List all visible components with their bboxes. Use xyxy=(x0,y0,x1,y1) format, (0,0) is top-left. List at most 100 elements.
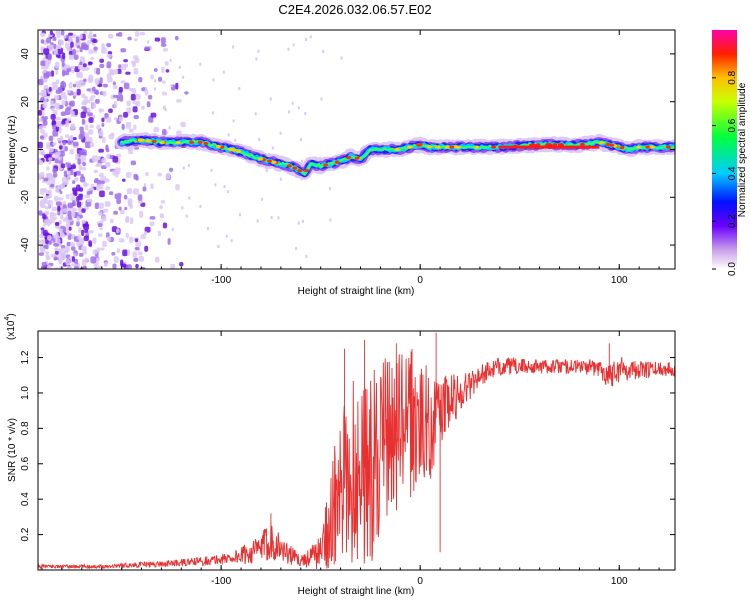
heatmap-noise-cell xyxy=(87,112,93,117)
heatmap-noise-cell xyxy=(87,61,93,66)
heatmap-noise-cell xyxy=(170,84,173,88)
heatmap-peak-cell xyxy=(203,141,209,146)
y-tick-label: 1.0 xyxy=(20,386,31,400)
heatmap-peak-cell xyxy=(619,146,625,150)
heatmap-noise-cell xyxy=(126,100,131,107)
y-tick-label: 0 xyxy=(20,146,31,152)
heatmap-noise-cell xyxy=(79,126,84,132)
heatmap-noise-cell xyxy=(135,263,139,269)
heatmap-peak-cell xyxy=(271,160,277,164)
heatmap-noise-cell xyxy=(93,169,99,174)
snr-scale-base: (x10 xyxy=(6,320,17,340)
heatmap-noise-cell xyxy=(72,136,77,141)
heatmap-noise-cell xyxy=(53,195,59,202)
heatmap-noise-cell xyxy=(91,101,97,109)
heatmap-noise-cell xyxy=(269,97,272,101)
heatmap-noise-cell xyxy=(305,254,308,258)
heatmap-noise-cell xyxy=(123,194,128,200)
heatmap-noise-cell xyxy=(134,246,140,250)
heatmap-noise-cell xyxy=(82,250,87,255)
y-tick-label: 40 xyxy=(20,48,31,60)
heatmap-noise-cell xyxy=(64,179,69,186)
snr-scale-close: ) xyxy=(6,313,17,316)
heatmap-noise-cell xyxy=(118,86,123,93)
heatmap-noise-cell xyxy=(160,43,167,47)
heatmap-noise-cell xyxy=(199,204,202,208)
heatmap-noise-cell xyxy=(98,130,104,137)
heatmap-noise-cell xyxy=(223,185,226,189)
heatmap-noise-cell xyxy=(78,227,82,233)
heatmap-noise-cell xyxy=(116,197,121,205)
heatmap-noise-cell xyxy=(50,212,57,216)
heatmap-noise-cell xyxy=(98,108,102,114)
heatmap-noise-cell xyxy=(158,76,163,82)
heatmap-noise-cell xyxy=(102,240,107,248)
heatmap-noise-cell xyxy=(138,76,143,83)
heatmap-noise-cell xyxy=(84,194,91,199)
heatmap-noise-cell xyxy=(99,180,105,185)
y-tick-label: 0.8 xyxy=(20,421,31,435)
heatmap-noise-cell xyxy=(64,120,69,128)
heatmap-noise-cell xyxy=(118,238,125,243)
heatmap-noise-cell xyxy=(92,249,98,255)
colorbar-gradient xyxy=(712,30,737,269)
heatmap-noise-cell xyxy=(78,252,84,257)
heatmap-noise-cell xyxy=(86,198,93,203)
heatmap-noise-cell xyxy=(159,213,165,219)
heatmap-noise-cell xyxy=(38,78,44,86)
heatmap-noise-cell xyxy=(125,217,130,223)
heatmap-noise-cell xyxy=(142,186,147,192)
heatmap-noise-cell xyxy=(96,67,101,75)
heatmap-noise-cell xyxy=(101,157,107,163)
x-tick-label: -100 xyxy=(211,275,231,286)
heatmap-noise-cell xyxy=(62,208,68,213)
heatmap-noise-cell xyxy=(48,135,54,142)
heatmap-noise-cell xyxy=(95,163,100,168)
heatmap-noise-cell xyxy=(98,148,104,153)
heatmap-noise-cell xyxy=(122,249,128,257)
heatmap-noise-cell xyxy=(70,246,76,251)
heatmap-noise-cell xyxy=(112,85,118,89)
heatmap-noise-cell xyxy=(258,137,261,141)
heatmap-noise-cell xyxy=(96,257,100,261)
heatmap-noise-cell xyxy=(53,172,58,178)
heatmap-noise-cell xyxy=(102,90,107,97)
heatmap-noise-cell xyxy=(165,173,171,180)
heatmap-noise-cell xyxy=(107,51,113,55)
heatmap-noise-cell xyxy=(61,61,65,67)
heatmap-noise-cell xyxy=(47,189,52,195)
heatmap-noise-cell xyxy=(113,210,119,215)
heatmap-noise-cell xyxy=(51,206,57,212)
heatmap-noise-cell xyxy=(133,173,138,180)
heatmap-noise-cell xyxy=(69,193,74,197)
heatmap-noise-cell xyxy=(112,81,116,86)
colorbar-tick-label: 0.2 xyxy=(727,214,738,228)
heatmap-noise-cell xyxy=(83,235,89,242)
heatmap-noise-cell xyxy=(113,117,118,121)
heatmap-noise-cell xyxy=(38,110,42,116)
heatmap-noise-cell xyxy=(141,105,145,110)
heatmap-noise-cell xyxy=(40,89,47,97)
heatmap-noise-cell xyxy=(54,225,61,229)
heatmap-noise-cell xyxy=(96,247,101,253)
heatmap-noise-cell xyxy=(101,122,105,128)
spectrogram-y-ticks: -40 -20 0 20 40 xyxy=(20,48,675,252)
heatmap-noise-cell xyxy=(70,196,77,201)
snr-series-line xyxy=(38,332,675,570)
heatmap-noise-cell xyxy=(73,266,80,269)
heatmap-noise-cell xyxy=(144,46,151,51)
heatmap-noise-cell xyxy=(55,69,59,76)
heatmap-noise-cell xyxy=(90,95,96,99)
heatmap-noise-cell xyxy=(179,262,184,267)
heatmap-noise-cell xyxy=(161,66,165,74)
heatmap-noise-cell xyxy=(95,91,99,95)
heatmap-noise-cell xyxy=(83,223,90,231)
heatmap-noise-cell xyxy=(54,247,59,252)
heatmap-noise-cell xyxy=(115,167,121,174)
heatmap-noise-cell xyxy=(154,37,161,42)
heatmap-noise-cell xyxy=(65,193,70,200)
heatmap-noise-cell xyxy=(129,217,134,225)
heatmap-peak-cell xyxy=(231,148,237,152)
heatmap-noise-cell xyxy=(178,65,181,69)
heatmap-noise-cell xyxy=(93,46,98,51)
